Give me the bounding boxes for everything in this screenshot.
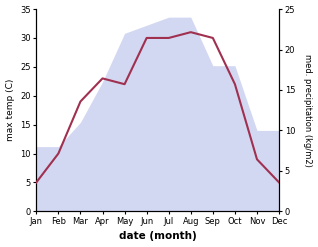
Y-axis label: med. precipitation (kg/m2): med. precipitation (kg/m2)	[303, 54, 313, 167]
X-axis label: date (month): date (month)	[119, 231, 197, 242]
Y-axis label: max temp (C): max temp (C)	[5, 79, 15, 141]
